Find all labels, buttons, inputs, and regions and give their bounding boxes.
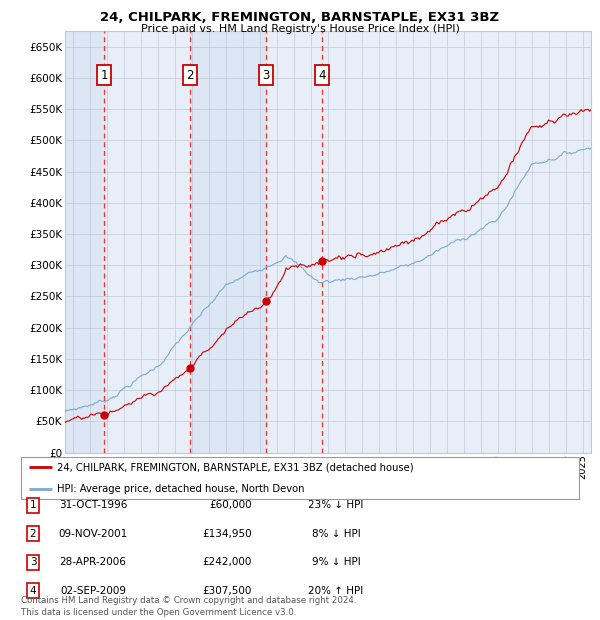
Text: 23% ↓ HPI: 23% ↓ HPI bbox=[308, 500, 364, 510]
Text: 4: 4 bbox=[319, 69, 326, 82]
Text: 1: 1 bbox=[29, 500, 37, 510]
Text: 24, CHILPARK, FREMINGTON, BARNSTAPLE, EX31 3BZ (detached house): 24, CHILPARK, FREMINGTON, BARNSTAPLE, EX… bbox=[57, 463, 414, 472]
Text: 24, CHILPARK, FREMINGTON, BARNSTAPLE, EX31 3BZ: 24, CHILPARK, FREMINGTON, BARNSTAPLE, EX… bbox=[100, 11, 500, 24]
Text: 3: 3 bbox=[262, 69, 269, 82]
Text: £307,500: £307,500 bbox=[203, 586, 252, 596]
Text: 02-SEP-2009: 02-SEP-2009 bbox=[60, 586, 126, 596]
Text: Contains HM Land Registry data © Crown copyright and database right 2024.
This d: Contains HM Land Registry data © Crown c… bbox=[21, 596, 356, 617]
Bar bbox=[190, 31, 266, 453]
Text: 09-NOV-2001: 09-NOV-2001 bbox=[58, 529, 128, 539]
Bar bbox=[65, 31, 104, 453]
Text: Price paid vs. HM Land Registry's House Price Index (HPI): Price paid vs. HM Land Registry's House … bbox=[140, 24, 460, 33]
Text: 3: 3 bbox=[29, 557, 37, 567]
Text: £60,000: £60,000 bbox=[209, 500, 252, 510]
Text: 20% ↑ HPI: 20% ↑ HPI bbox=[308, 586, 364, 596]
Text: 28-APR-2006: 28-APR-2006 bbox=[59, 557, 127, 567]
Text: HPI: Average price, detached house, North Devon: HPI: Average price, detached house, Nort… bbox=[57, 484, 305, 494]
Text: 1: 1 bbox=[101, 69, 108, 82]
Text: 4: 4 bbox=[29, 586, 37, 596]
Text: 8% ↓ HPI: 8% ↓ HPI bbox=[311, 529, 361, 539]
Text: £134,950: £134,950 bbox=[202, 529, 252, 539]
Text: 31-OCT-1996: 31-OCT-1996 bbox=[59, 500, 127, 510]
Text: 2: 2 bbox=[186, 69, 193, 82]
Text: 2: 2 bbox=[29, 529, 37, 539]
Text: 9% ↓ HPI: 9% ↓ HPI bbox=[311, 557, 361, 567]
Text: £242,000: £242,000 bbox=[203, 557, 252, 567]
